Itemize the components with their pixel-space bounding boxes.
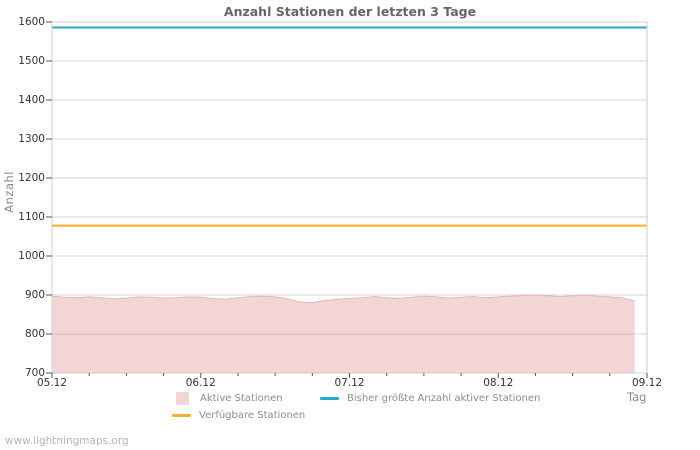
legend-swatch-available-line — [172, 414, 191, 417]
y-tick-label: 700 — [24, 366, 45, 379]
y-tick-label: 1300 — [18, 132, 45, 145]
x-tick-label: 08.12 — [483, 377, 514, 389]
y-tick-label: 1600 — [18, 15, 45, 28]
x-tick-label: 07.12 — [334, 377, 365, 389]
legend-item-verfuegbare: Verfügbare Stationen — [172, 409, 305, 422]
legend-label-aktive-stationen: Aktive Stationen — [200, 393, 283, 404]
x-tick-label: 06.12 — [185, 377, 216, 389]
y-tick-label: 900 — [24, 288, 45, 301]
y-tick-label: 800 — [24, 327, 45, 340]
y-tick-label: 1200 — [18, 171, 45, 184]
legend-label-verfuegbare: Verfügbare Stationen — [199, 410, 306, 421]
y-tick-label: 1100 — [18, 210, 45, 223]
y-tick-label: 1400 — [18, 93, 45, 106]
watermark: www.lightningmaps.org — [5, 435, 129, 447]
x-tick-label: 05.12 — [36, 377, 68, 389]
legend-label-max-aktive: Bisher größte Anzahl aktiver Stationen — [347, 393, 541, 404]
y-tick-label: 1500 — [18, 54, 45, 67]
y-tick-label: 1000 — [18, 249, 45, 262]
x-axis-title: Tag — [627, 390, 647, 404]
legend-swatch-area — [176, 392, 189, 405]
legend-item-max-aktive: Bisher größte Anzahl aktiver Stationen — [320, 392, 540, 405]
x-tick-label: 09.12 — [631, 377, 663, 389]
chart-title: Anzahl Stationen der letzten 3 Tage — [223, 4, 477, 19]
legend-swatch-max-line — [320, 397, 339, 400]
legend-item-aktive-stationen: Aktive Stationen — [176, 392, 283, 405]
